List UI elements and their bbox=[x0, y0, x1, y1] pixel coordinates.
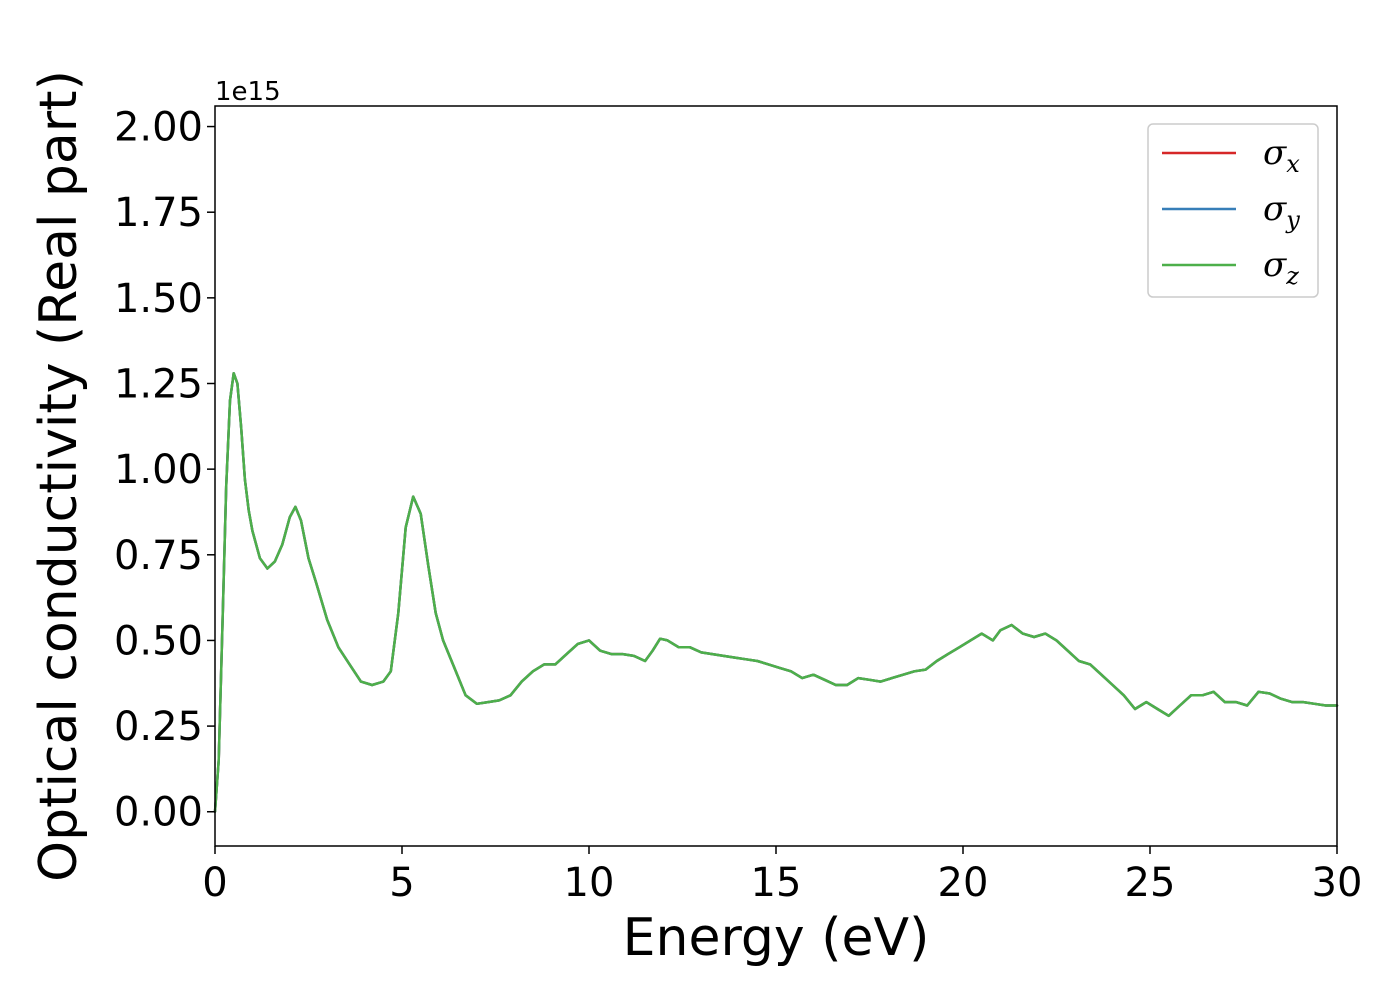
series-layer bbox=[213, 371, 1339, 813]
y-offset-label: 1e15 bbox=[215, 77, 281, 107]
x-tick-label: 10 bbox=[564, 860, 615, 906]
y-tick-label: 2.00 bbox=[114, 105, 203, 151]
x-tick-label: 15 bbox=[751, 860, 802, 906]
x-tick-label: 5 bbox=[389, 860, 414, 906]
y-tick-label: 0.75 bbox=[114, 533, 203, 579]
x-tick-label: 25 bbox=[1125, 860, 1176, 906]
y-tick-label: 1.25 bbox=[114, 362, 203, 408]
x-tick-label: 30 bbox=[1312, 860, 1363, 906]
y-axis-ticks: 0.00 0.25 0.50 0.75 1.00 1.25 1.50 1.75 2.00 bbox=[114, 105, 215, 836]
x-tick-label: 20 bbox=[938, 860, 989, 906]
y-tick-label: 1.50 bbox=[114, 276, 203, 322]
series-line-sigma-z bbox=[213, 371, 1339, 813]
legend-frame bbox=[1147, 123, 1319, 298]
series-line-sigma-x bbox=[213, 371, 1339, 813]
y-tick-label: 0.50 bbox=[114, 618, 203, 664]
x-axis-ticks: 0 5 10 15 20 25 30 bbox=[202, 846, 1362, 906]
y-tick-label: 0.00 bbox=[114, 790, 203, 836]
y-tick-label: 0.25 bbox=[114, 704, 203, 750]
y-axis-title: Optical conductivity (Real part) bbox=[29, 70, 89, 882]
x-tick-label: 0 bbox=[202, 860, 227, 906]
x-axis-title: Energy (eV) bbox=[623, 908, 930, 968]
y-tick-label: 1.00 bbox=[114, 447, 203, 493]
series-line-sigma-y bbox=[213, 371, 1339, 813]
y-tick-label: 1.75 bbox=[114, 190, 203, 236]
